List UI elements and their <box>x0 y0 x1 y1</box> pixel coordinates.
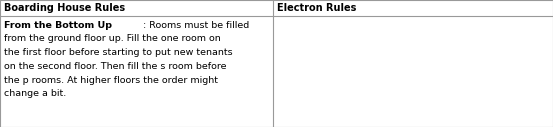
Text: the first floor before starting to put new tenants: the first floor before starting to put n… <box>4 48 233 57</box>
Text: From the Bottom Up: From the Bottom Up <box>4 20 112 29</box>
Text: Boarding House Rules: Boarding House Rules <box>4 3 125 13</box>
Text: the p rooms. At higher floors the order might: the p rooms. At higher floors the order … <box>4 76 218 85</box>
Text: Electron Rules: Electron Rules <box>276 3 356 13</box>
Text: change a bit.: change a bit. <box>4 90 66 99</box>
Text: from the ground floor up. Fill the one room on: from the ground floor up. Fill the one r… <box>4 34 221 43</box>
Text: on the second floor. Then fill the s room before: on the second floor. Then fill the s roo… <box>4 62 227 71</box>
Text: : Rooms must be filled: : Rooms must be filled <box>143 20 249 29</box>
